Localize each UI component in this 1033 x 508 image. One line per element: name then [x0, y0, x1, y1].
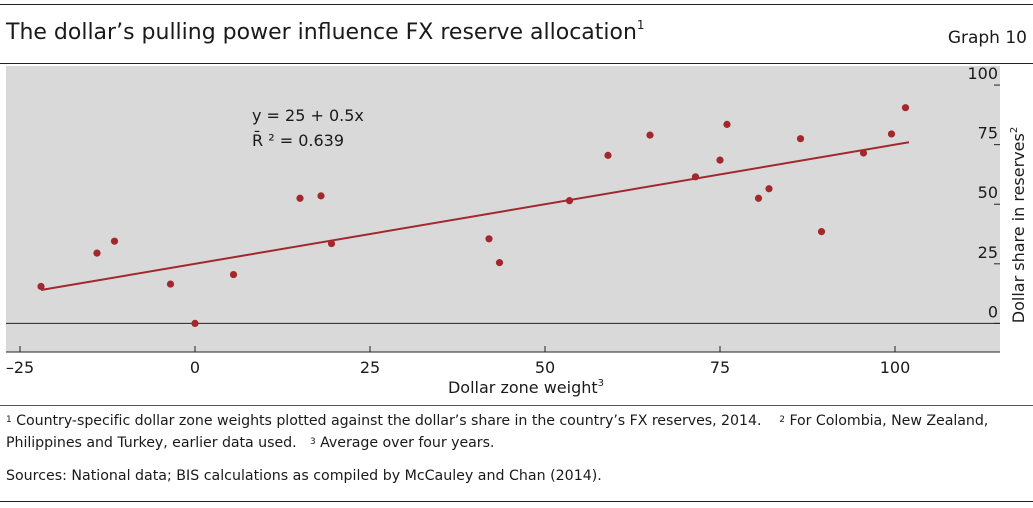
data-point [765, 185, 773, 193]
chart-title: The dollar’s pulling power influence FX … [6, 18, 645, 45]
data-point [604, 151, 612, 159]
data-point [37, 282, 45, 291]
footnote-1: Country-specific dollar zone weights plo… [16, 413, 762, 429]
y-tick-label: 25 [978, 243, 998, 262]
top-rule [0, 4, 1033, 5]
sources-note: Sources: National data; BIS calculations… [6, 468, 602, 484]
x-tick-label: 0 [190, 358, 200, 377]
data-point [495, 259, 504, 267]
data-point [229, 270, 238, 279]
x-tick-label: 50 [535, 358, 555, 377]
plot-bottom-rule [0, 405, 1033, 406]
data-point [796, 135, 805, 143]
data-points [37, 104, 910, 327]
footnote-2: For Colombia, New Zealand, [789, 413, 989, 429]
data-point [887, 130, 896, 138]
graph-number-label: Graph 10 [947, 28, 1027, 48]
data-point [166, 280, 175, 288]
x-tick-label: 100 [880, 358, 911, 377]
y-axis-label-note: 2 [1009, 127, 1020, 133]
y-tick-label: 75 [978, 124, 998, 143]
regression-equation: y = 25 + 0.5x [252, 106, 364, 125]
data-point [110, 237, 119, 245]
data-point [317, 192, 325, 200]
footnote-2-continued: Philippines and Turkey, earlier data use… [6, 435, 297, 451]
data-point [901, 104, 910, 112]
scatter-chart: –25 0 25 50 75 100 0 25 50 75 100 y = 25 + 0.5x R… [6, 64, 1028, 397]
x-axis-label: Dollar zone weight3 [448, 378, 604, 397]
data-point [327, 239, 336, 248]
y-axis-ticks: 0 25 50 75 100 [967, 64, 1000, 324]
footnotes: 1 Country-specific dollar zone weights p… [6, 410, 1031, 454]
x-tick-label: –25 [6, 358, 34, 377]
y-tick-label: 0 [988, 302, 998, 321]
footnote-1-mark: 1 [6, 415, 12, 425]
bottom-rule [0, 501, 1033, 502]
footnote-3: Average over four years. [320, 435, 495, 451]
regression-r-squared: R̄ ² = 0.639 [252, 131, 344, 150]
regression-line [40, 141, 910, 292]
data-point [565, 197, 574, 205]
x-tick-label: 75 [710, 358, 730, 377]
footnote-line-1: 1 Country-specific dollar zone weights p… [6, 410, 1031, 432]
x-tick-label: 25 [360, 358, 380, 377]
x-axis-label-note: 3 [598, 378, 604, 389]
y-axis-label: Dollar share in reserves2 [1009, 127, 1028, 323]
data-point [716, 156, 724, 164]
data-point [646, 131, 654, 139]
data-point [817, 228, 826, 236]
data-point [723, 120, 731, 128]
data-point [191, 319, 199, 327]
data-point [296, 194, 304, 202]
footnote-line-2: Philippines and Turkey, earlier data use… [6, 432, 1031, 454]
data-point [754, 194, 763, 202]
data-point [93, 249, 101, 257]
x-axis-ticks: –25 0 25 50 75 100 [6, 346, 910, 377]
footnote-3-mark: 3 [309, 437, 316, 447]
y-tick-label: 100 [967, 64, 998, 83]
data-point [485, 235, 493, 243]
plot-area [6, 66, 1000, 352]
footnote-2-mark: 2 [779, 415, 785, 425]
data-point [691, 173, 700, 181]
title-footnote-mark: 1 [636, 18, 645, 32]
data-point [859, 149, 868, 157]
title-rule [0, 63, 1033, 64]
y-tick-label: 50 [978, 183, 998, 202]
